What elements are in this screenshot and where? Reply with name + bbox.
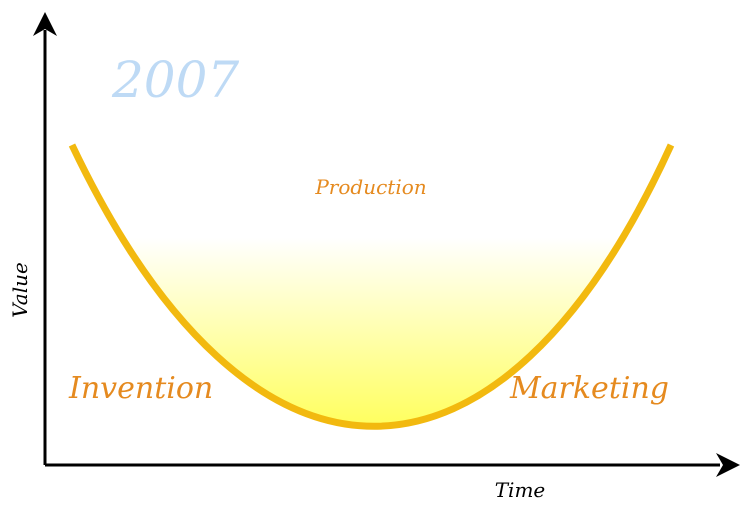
y-axis-arrow-icon (33, 12, 57, 36)
stage-label-marketing: Marketing (509, 371, 669, 406)
stage-label-invention: Invention (68, 371, 213, 406)
x-axis-arrow-icon (716, 453, 740, 477)
x-axis-label: Time (495, 478, 546, 502)
stage-label-production: Production (314, 175, 426, 199)
y-axis-label: Value (8, 262, 32, 318)
smile-curve (68, 143, 675, 430)
year-label: 2007 (111, 51, 239, 109)
